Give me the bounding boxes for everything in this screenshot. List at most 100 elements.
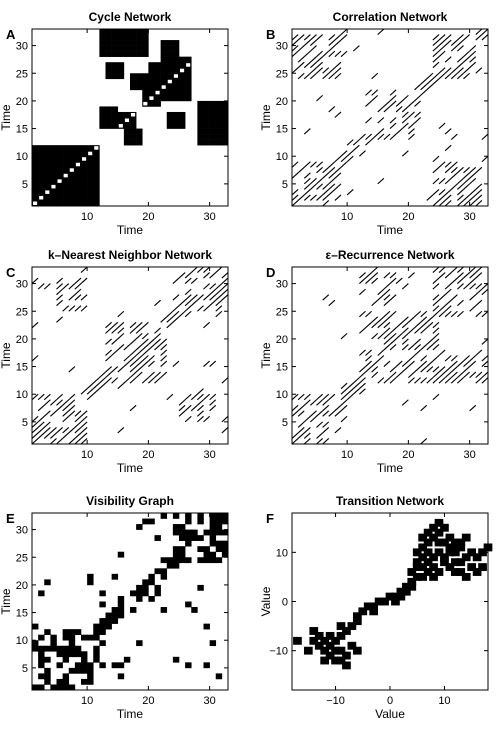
matrix-cell [68, 366, 76, 373]
matrix-cell [179, 546, 186, 553]
matrix-cell [450, 133, 458, 141]
matrix-cell [209, 100, 217, 107]
matrix-cell [432, 299, 440, 307]
matrix-cell [50, 634, 57, 641]
matrix-cell [310, 177, 317, 185]
matrix-cell [322, 200, 330, 207]
matrix-cell [68, 640, 76, 647]
matrix-cell [81, 200, 88, 207]
matrix-cell [172, 294, 180, 301]
transition-cell [325, 631, 335, 640]
matrix-cell [469, 305, 477, 312]
matrix-cell [111, 662, 119, 669]
y-tick-label: 25 [16, 306, 28, 318]
matrix-cell [148, 78, 155, 85]
matrix-cell [81, 651, 88, 658]
matrix-cell [142, 45, 149, 52]
matrix-cell [414, 117, 421, 124]
matrix-cell [80, 305, 88, 312]
transition-cell [434, 538, 444, 547]
matrix-cell [172, 277, 180, 284]
matrix-cell [463, 371, 470, 379]
matrix-cell [395, 360, 403, 367]
matrix-cell [457, 61, 464, 69]
matrix-cell [432, 305, 440, 312]
matrix-cell [457, 277, 464, 284]
matrix-cell [414, 94, 421, 102]
y-tick-label: 5 [282, 417, 288, 429]
matrix-cell [74, 156, 82, 163]
matrix-cell [130, 34, 137, 41]
matrix-cell [99, 629, 106, 635]
matrix-cell [117, 310, 125, 318]
matrix-cell [395, 106, 403, 113]
matrix-cell [154, 62, 161, 69]
diagonal-cell [180, 68, 185, 73]
panel-title: Cycle Network [89, 10, 172, 24]
matrix-cell [310, 45, 317, 52]
matrix-cell [359, 377, 366, 384]
matrix-cell [190, 277, 198, 284]
matrix-cell [56, 393, 63, 401]
matrix-cell [136, 29, 143, 35]
matrix-cell [203, 283, 210, 290]
matrix-cell [316, 56, 323, 63]
y-axis-label: Time [0, 104, 13, 131]
matrix-cell [450, 67, 458, 74]
matrix-cell [469, 294, 477, 301]
transition-cell [407, 568, 417, 576]
matrix-cell [444, 200, 452, 207]
transition-cell [450, 548, 460, 557]
matrix-cell [469, 189, 477, 196]
matrix-cell [166, 84, 174, 91]
matrix-cell [438, 305, 446, 312]
plot-frame [31, 512, 229, 691]
matrix-cell [105, 338, 112, 345]
matrix-cell [32, 194, 39, 201]
diagonal-cell [39, 195, 44, 200]
matrix-cell [68, 651, 76, 658]
x-tick-label: 0 [387, 695, 393, 707]
matrix-cell [87, 579, 94, 586]
matrix-cell [135, 366, 143, 373]
matrix-cell [303, 432, 311, 439]
matrix-cell [359, 371, 366, 379]
matrix-cell [81, 656, 88, 663]
matrix-cell [141, 355, 149, 362]
matrix-cell [62, 399, 70, 406]
matrix-cell [172, 123, 180, 129]
matrix-cell [68, 183, 76, 190]
matrix-cell [457, 310, 464, 318]
matrix-cell [215, 100, 223, 107]
matrix-cell [74, 651, 82, 658]
matrix-cell [105, 67, 112, 74]
matrix-cell [359, 366, 366, 373]
matrix-cell [105, 366, 112, 373]
matrix-cell [209, 128, 217, 135]
panel-F: −10 0 10 −10 0 10 Transition Network F Value Valu… [259, 494, 493, 721]
matrix-cell [303, 194, 311, 201]
matrix-cell [56, 277, 63, 284]
x-tick-label: 10 [81, 695, 93, 707]
matrix-cell [463, 366, 470, 373]
matrix-cell [38, 673, 45, 680]
matrix-cell [457, 34, 464, 41]
matrix-cell [160, 73, 168, 80]
matrix-cell [457, 371, 464, 379]
matrix-cell [371, 366, 379, 373]
matrix-cell [414, 111, 421, 118]
matrix-cell [111, 349, 119, 356]
matrix-cell [291, 438, 299, 445]
matrix-cell [197, 557, 204, 564]
matrix-cell [395, 321, 403, 329]
matrix-cell [475, 189, 483, 196]
matrix-cell [166, 111, 174, 118]
matrix-cell [469, 371, 477, 379]
matrix-cell [142, 518, 149, 525]
diagonal-cell [161, 85, 166, 89]
matrix-cell [68, 172, 76, 179]
matrix-cell [31, 277, 39, 284]
transition-cell [314, 631, 324, 640]
matrix-cell [328, 161, 336, 168]
matrix-cell [352, 377, 360, 384]
